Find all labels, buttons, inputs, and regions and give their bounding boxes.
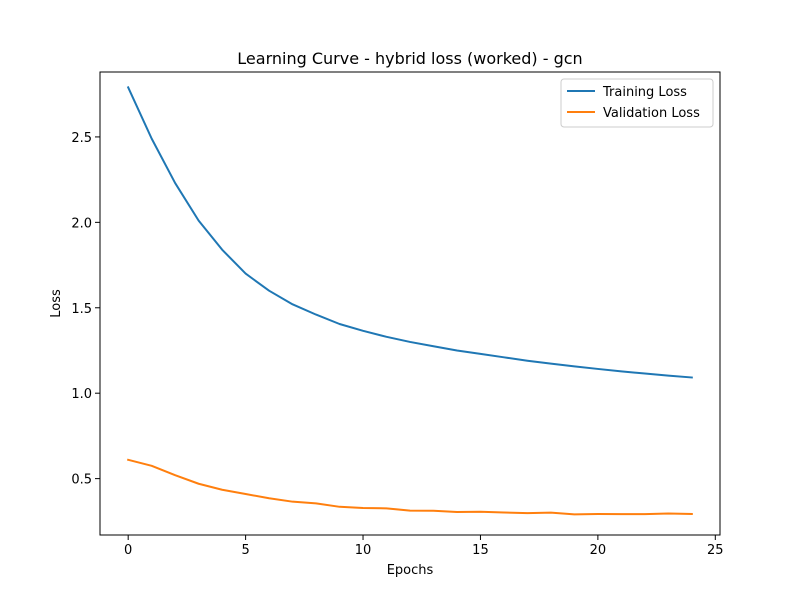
legend: Training Loss Validation Loss: [560, 78, 714, 128]
x-tick-label: 25: [707, 543, 724, 558]
chart-title: Learning Curve - hybrid loss (worked) - …: [237, 49, 582, 68]
y-tick-label: 1.5: [71, 302, 92, 317]
ticks-layer: 0 5 10 15 20 25 0.5 1.0 1.5 2.0 2.5: [71, 131, 723, 558]
x-tick-label: 20: [590, 543, 607, 558]
x-axis-label: Epochs: [387, 563, 434, 578]
lines-layer: [126, 86, 693, 516]
y-tick-label: 1.0: [71, 387, 92, 402]
y-tick-label: 0.5: [71, 473, 92, 488]
x-tick-label: 5: [241, 543, 249, 558]
legend-label-validation-loss: Validation Loss: [603, 106, 700, 121]
x-tick-label: 10: [355, 543, 372, 558]
series-line-training-loss: [126, 86, 693, 379]
y-tick-label: 2.5: [71, 131, 92, 146]
plot-frame: [99, 71, 721, 536]
y-axis-label: Loss: [49, 289, 64, 318]
legend-box: [560, 78, 714, 128]
x-tick-label: 0: [124, 543, 132, 558]
y-tick-label: 2.0: [71, 216, 92, 231]
x-tick-label: 15: [472, 543, 489, 558]
legend-label-training-loss: Training Loss: [602, 85, 687, 100]
series-line-validation-loss: [126, 458, 693, 516]
